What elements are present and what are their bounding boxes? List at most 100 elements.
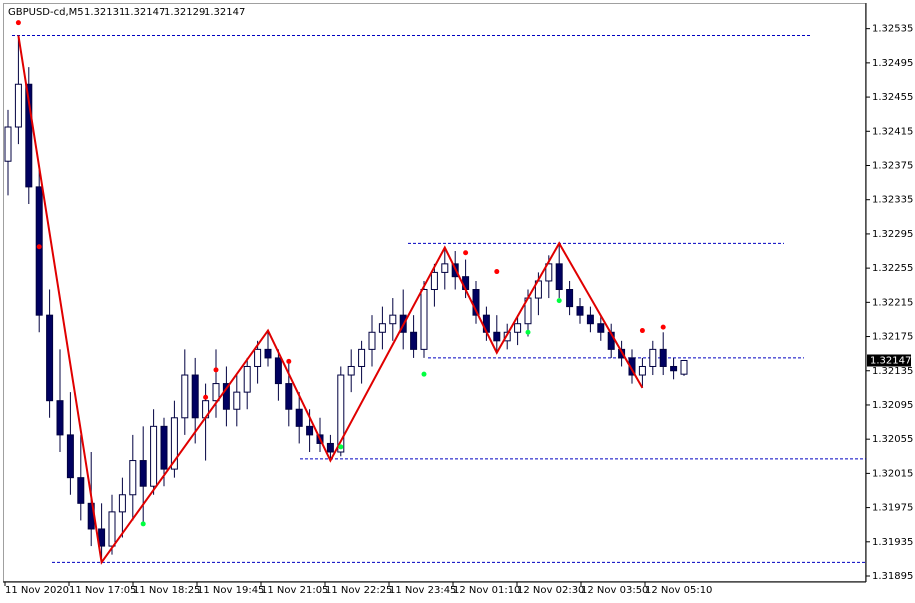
candle-body — [638, 365, 646, 376]
candle-body — [670, 365, 678, 372]
x-tick-label: 11 Nov 17:05 — [69, 585, 136, 596]
candle-body — [243, 365, 251, 393]
x-tick-label: 11 Nov 21:05 — [261, 585, 328, 596]
x-tick-label: 11 Nov 23:45 — [389, 585, 456, 596]
candle-body — [129, 460, 137, 496]
y-tick-label: 1.32375 — [872, 160, 913, 171]
fractal-down — [338, 444, 344, 450]
candle-body — [285, 383, 293, 410]
current-price-label: 1.32147 — [870, 355, 911, 366]
candle-body — [493, 331, 501, 342]
y-tick-label: 1.31895 — [872, 571, 913, 582]
fractal-up — [494, 269, 500, 275]
candle-body — [35, 186, 43, 316]
candle-body — [160, 425, 168, 470]
candle-body — [659, 348, 667, 367]
candle-body — [46, 314, 54, 402]
fractal-up — [660, 324, 666, 330]
candle-body — [264, 348, 272, 359]
candle-body — [514, 323, 522, 333]
candle-body — [680, 359, 688, 375]
y-tick-label: 1.32255 — [872, 263, 913, 274]
candle-body — [222, 383, 230, 410]
zigzag-line — [17, 35, 644, 565]
y-tick-label: 1.32535 — [872, 24, 913, 35]
y-tick-label: 1.32455 — [872, 92, 913, 103]
candle-body — [597, 323, 605, 333]
x-tick-label: 12 Nov 02:30 — [517, 585, 584, 596]
candle-body — [212, 383, 220, 402]
candle-body — [25, 83, 33, 188]
fractal-down — [421, 371, 427, 377]
candle-body — [649, 348, 657, 367]
fractal-up — [463, 250, 469, 256]
candle-body — [389, 314, 397, 325]
fractal-down — [525, 329, 531, 335]
fractal-up — [36, 244, 42, 250]
fractal-down — [556, 298, 562, 304]
candle-body — [233, 391, 241, 410]
header-open: 1.32131 — [84, 7, 125, 18]
candle-body — [108, 511, 116, 547]
candle-body — [420, 289, 428, 350]
y-tick-label: 1.32415 — [872, 126, 913, 137]
candle-body — [66, 434, 74, 479]
candle-body — [347, 365, 355, 376]
symbol-title: GBPUSD-cd,M5 — [8, 7, 84, 18]
candle-body — [358, 348, 366, 367]
candle-body — [586, 314, 594, 325]
candle-body — [56, 400, 64, 436]
y-tick-label: 1.31935 — [872, 537, 913, 548]
y-tick-label: 1.32095 — [872, 400, 913, 411]
header-close: 1.32147 — [204, 7, 245, 18]
candle-body — [430, 271, 438, 291]
candle-body — [545, 263, 553, 282]
current-price-box — [867, 354, 911, 367]
candle-body — [274, 357, 282, 385]
candle-body — [181, 374, 189, 419]
y-tick-label: 1.32295 — [872, 229, 913, 240]
x-tick-label: 12 Nov 03:50 — [581, 585, 648, 596]
candle-body — [150, 425, 158, 487]
y-tick-label: 1.32335 — [872, 195, 913, 206]
y-tick-label: 1.32495 — [872, 58, 913, 69]
fractal-down — [140, 521, 146, 527]
candle-body — [254, 348, 262, 367]
candle-body — [337, 374, 345, 453]
candle-body — [14, 83, 22, 128]
y-tick-label: 1.32175 — [872, 332, 913, 343]
x-tick-label: 12 Nov 05:10 — [645, 585, 712, 596]
fractal-up — [639, 328, 645, 334]
x-tick-label: 11 Nov 22:25 — [325, 585, 392, 596]
y-tick-label: 1.32055 — [872, 434, 913, 445]
y-tick-label: 1.32215 — [872, 297, 913, 308]
header-high: 1.32147 — [124, 7, 165, 18]
candle-body — [118, 494, 126, 513]
candle-body — [441, 263, 449, 273]
candle-body — [326, 442, 334, 453]
candle-body — [295, 408, 303, 427]
candle-body — [472, 289, 480, 316]
x-tick-label: 11 Nov 19:45 — [197, 585, 264, 596]
candle-body — [191, 374, 199, 419]
x-tick-label: 11 Nov 18:25 — [133, 585, 200, 596]
candle-body — [77, 477, 85, 504]
fractal-up — [15, 20, 21, 26]
fractal-up — [203, 394, 209, 400]
fractal-up — [286, 358, 292, 364]
candle-body — [576, 306, 584, 316]
x-tick-label: 11 Nov 2020 — [5, 585, 69, 596]
candle-body — [306, 425, 314, 436]
candle-body — [566, 289, 574, 308]
candle-body — [139, 460, 147, 487]
candle-body — [410, 331, 418, 350]
candle-body — [170, 417, 178, 470]
x-tick-label: 12 Nov 01:10 — [453, 585, 520, 596]
candle-body — [368, 331, 376, 350]
candle-body — [4, 126, 12, 162]
y-tick-label: 1.32135 — [872, 366, 913, 377]
fractal-up — [213, 367, 219, 373]
y-tick-label: 1.32015 — [872, 468, 913, 479]
header-low: 1.32129 — [164, 7, 205, 18]
candle-body — [378, 323, 386, 333]
